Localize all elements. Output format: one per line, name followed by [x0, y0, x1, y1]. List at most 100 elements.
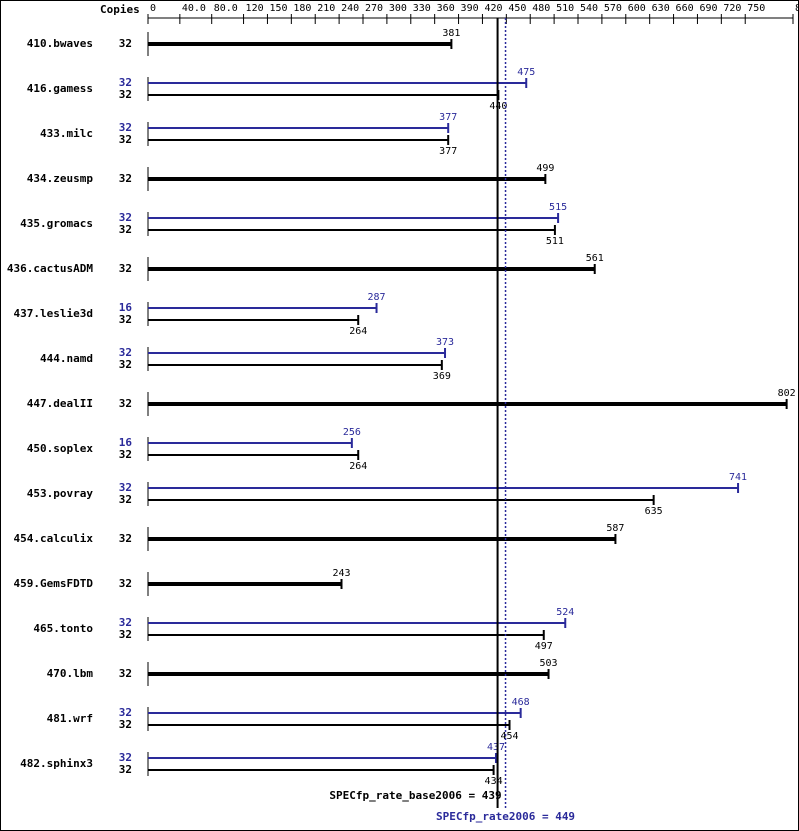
x-tick-label: 390 [461, 3, 479, 14]
value-label: 373 [436, 337, 454, 348]
copies: 16 [119, 301, 133, 314]
value-label: 741 [729, 472, 747, 483]
value-label: 264 [349, 461, 367, 472]
value-label: 434 [485, 776, 503, 787]
copies-header: Copies [100, 3, 140, 16]
value-label: 377 [439, 112, 457, 123]
x-tick-label: 300 [389, 3, 407, 14]
value-label: 475 [517, 67, 535, 78]
benchmark-name: 437.leslie3d [14, 307, 93, 320]
x-tick-label: 450 [508, 3, 526, 14]
value-label: 802 [778, 388, 796, 399]
copies: 32 [119, 346, 132, 359]
x-tick-label: 660 [676, 3, 694, 14]
copies: 32 [119, 358, 132, 371]
value-label: 381 [442, 28, 460, 39]
benchmark-name: 435.gromacs [20, 217, 93, 230]
x-tick-label: 330 [413, 3, 431, 14]
x-tick-label: 40.0 [182, 3, 206, 14]
x-tick-label: 540 [580, 3, 598, 14]
x-tick-label: 630 [652, 3, 670, 14]
value-label: 454 [500, 731, 518, 742]
value-label: 287 [368, 292, 386, 303]
value-label: 437 [487, 742, 505, 753]
x-tick-label: 180 [293, 3, 311, 14]
x-tick-label: 120 [246, 3, 264, 14]
copies: 32 [119, 121, 132, 134]
value-label: 635 [645, 506, 663, 517]
copies: 32 [119, 616, 132, 629]
x-tick-label: 360 [437, 3, 455, 14]
x-tick-label: 150 [269, 3, 287, 14]
copies: 32 [119, 481, 132, 494]
x-tick-label: 810 [795, 3, 799, 14]
copies: 32 [119, 37, 132, 50]
value-label: 256 [343, 427, 361, 438]
value-label: 497 [535, 641, 553, 652]
x-tick-label: 210 [317, 3, 335, 14]
copies: 32 [119, 718, 132, 731]
copies: 32 [119, 172, 132, 185]
copies: 32 [119, 628, 132, 641]
value-label: 468 [512, 697, 530, 708]
x-tick-label: 240 [341, 3, 359, 14]
benchmark-name: 410.bwaves [27, 37, 93, 50]
copies: 32 [119, 763, 132, 776]
x-tick-label: 720 [723, 3, 741, 14]
x-tick-label: 600 [628, 3, 646, 14]
copies: 32 [119, 262, 132, 275]
copies: 32 [119, 133, 132, 146]
copies: 32 [119, 88, 132, 101]
copies: 32 [119, 706, 132, 719]
value-label: 587 [606, 523, 624, 534]
x-tick-label: 510 [556, 3, 574, 14]
x-tick-label: 80.0 [214, 3, 238, 14]
value-label: 369 [433, 371, 451, 382]
copies: 32 [119, 751, 132, 764]
benchmark-name: 450.soplex [27, 442, 94, 455]
peak-mean-label: SPECfp_rate2006 = 449 [436, 810, 575, 823]
value-label: 377 [439, 146, 457, 157]
benchmark-name: 454.calculix [14, 532, 94, 545]
value-label: 511 [546, 236, 564, 247]
copies: 32 [119, 448, 132, 461]
x-tick-label: 270 [365, 3, 383, 14]
x-tick-label: 570 [604, 3, 622, 14]
base-mean-label: SPECfp_rate_base2006 = 439 [329, 789, 501, 802]
copies: 32 [119, 667, 132, 680]
value-label: 264 [349, 326, 367, 337]
x-tick-label: 0 [150, 3, 156, 14]
value-label: 561 [586, 253, 604, 264]
x-tick-label: 690 [699, 3, 717, 14]
benchmark-name: 433.milc [40, 127, 93, 140]
benchmark-name: 482.sphinx3 [20, 757, 93, 770]
x-tick-label: 420 [484, 3, 502, 14]
benchmark-name: 453.povray [27, 487, 94, 500]
benchmark-name: 470.lbm [47, 667, 94, 680]
benchmark-name: 465.tonto [33, 622, 93, 635]
copies: 32 [119, 397, 132, 410]
value-label: 524 [556, 607, 574, 618]
copies: 32 [119, 493, 132, 506]
benchmark-name: 447.dealII [27, 397, 93, 410]
benchmark-name: 436.cactusADM [7, 262, 93, 275]
copies: 32 [119, 223, 132, 236]
value-label: 515 [549, 202, 567, 213]
value-label: 243 [332, 568, 350, 579]
copies: 32 [119, 76, 132, 89]
value-label: 499 [536, 163, 554, 174]
copies: 32 [119, 532, 132, 545]
copies: 32 [119, 577, 132, 590]
benchmark-name: 416.gamess [27, 82, 93, 95]
x-tick-label: 750 [747, 3, 765, 14]
x-tick-label: 480 [532, 3, 550, 14]
copies: 32 [119, 313, 132, 326]
benchmark-name: 481.wrf [47, 712, 93, 725]
benchmark-name: 434.zeusmp [27, 172, 94, 185]
value-label: 503 [540, 658, 558, 669]
copies: 16 [119, 436, 133, 449]
benchmark-name: 444.namd [40, 352, 93, 365]
copies: 32 [119, 211, 132, 224]
benchmark-name: 459.GemsFDTD [14, 577, 94, 590]
